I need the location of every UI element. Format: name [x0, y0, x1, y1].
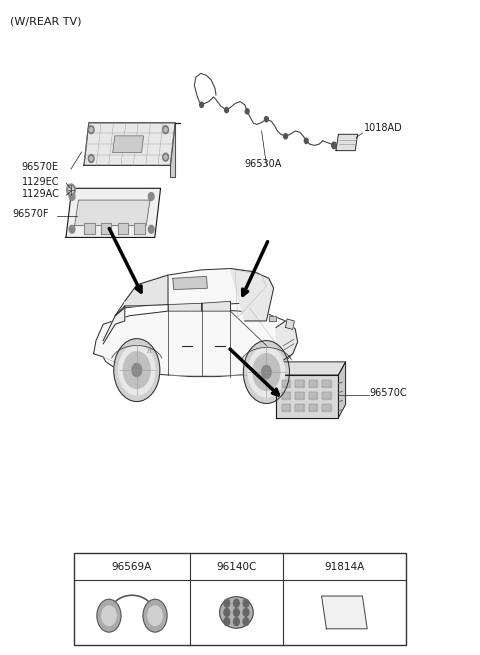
- Text: H: H: [146, 348, 151, 354]
- Circle shape: [67, 184, 75, 196]
- Circle shape: [243, 608, 249, 616]
- Circle shape: [163, 153, 168, 161]
- Polygon shape: [84, 223, 95, 234]
- Circle shape: [225, 107, 228, 113]
- Polygon shape: [230, 269, 274, 321]
- Polygon shape: [66, 189, 160, 237]
- Text: 1018AD: 1018AD: [364, 123, 403, 133]
- Circle shape: [243, 341, 289, 403]
- Polygon shape: [338, 362, 346, 418]
- Circle shape: [253, 354, 280, 390]
- Text: 96570F: 96570F: [12, 210, 48, 219]
- Text: 96140C: 96140C: [216, 561, 257, 572]
- Circle shape: [143, 599, 167, 632]
- Polygon shape: [282, 403, 290, 411]
- Bar: [74, 553, 406, 645]
- Text: 96530A: 96530A: [245, 159, 282, 169]
- Circle shape: [163, 126, 168, 134]
- Circle shape: [123, 352, 150, 388]
- Text: 1129AC: 1129AC: [22, 189, 60, 198]
- Circle shape: [148, 193, 154, 200]
- Polygon shape: [309, 392, 317, 399]
- Circle shape: [233, 608, 239, 616]
- Polygon shape: [295, 380, 304, 388]
- Circle shape: [164, 128, 167, 132]
- Circle shape: [148, 606, 162, 626]
- Polygon shape: [84, 123, 175, 165]
- Polygon shape: [113, 136, 144, 152]
- Circle shape: [69, 187, 73, 193]
- Circle shape: [90, 157, 93, 160]
- Polygon shape: [286, 319, 294, 329]
- Polygon shape: [336, 134, 358, 151]
- Circle shape: [88, 155, 94, 162]
- Polygon shape: [118, 223, 128, 234]
- Text: (W/REAR TV): (W/REAR TV): [10, 16, 81, 26]
- Ellipse shape: [219, 597, 253, 628]
- Circle shape: [102, 606, 116, 626]
- Text: 96570E: 96570E: [22, 162, 59, 172]
- Circle shape: [88, 126, 94, 134]
- Circle shape: [148, 225, 154, 233]
- Circle shape: [164, 155, 167, 159]
- Circle shape: [284, 134, 288, 139]
- Text: 96569A: 96569A: [112, 561, 152, 572]
- Polygon shape: [282, 392, 290, 399]
- Polygon shape: [202, 301, 230, 311]
- Circle shape: [119, 345, 155, 395]
- Text: 91814A: 91814A: [324, 561, 364, 572]
- Polygon shape: [322, 596, 367, 629]
- Polygon shape: [103, 306, 125, 344]
- Circle shape: [332, 142, 336, 149]
- Polygon shape: [295, 392, 304, 399]
- Text: 96570C: 96570C: [370, 388, 407, 398]
- Text: 1129EC: 1129EC: [22, 177, 59, 187]
- Polygon shape: [322, 403, 331, 411]
- Circle shape: [90, 128, 93, 132]
- Polygon shape: [322, 380, 331, 388]
- Polygon shape: [269, 316, 276, 321]
- Circle shape: [245, 109, 249, 114]
- Circle shape: [114, 339, 160, 402]
- Polygon shape: [276, 375, 338, 418]
- Polygon shape: [173, 276, 207, 290]
- Polygon shape: [282, 380, 290, 388]
- Circle shape: [69, 193, 75, 200]
- Circle shape: [243, 599, 249, 607]
- Circle shape: [97, 599, 121, 632]
- Polygon shape: [134, 223, 145, 234]
- Circle shape: [233, 599, 239, 607]
- Circle shape: [264, 117, 268, 122]
- Circle shape: [69, 225, 75, 233]
- Circle shape: [233, 618, 239, 626]
- Circle shape: [132, 364, 142, 377]
- Polygon shape: [170, 123, 180, 177]
- Polygon shape: [322, 392, 331, 399]
- Circle shape: [243, 618, 249, 626]
- Polygon shape: [101, 223, 111, 234]
- Circle shape: [262, 365, 271, 379]
- Circle shape: [248, 347, 285, 397]
- Polygon shape: [75, 200, 150, 225]
- Polygon shape: [168, 303, 202, 311]
- Polygon shape: [309, 403, 317, 411]
- Polygon shape: [125, 275, 168, 306]
- Polygon shape: [276, 321, 298, 364]
- Circle shape: [224, 599, 229, 607]
- Circle shape: [304, 138, 308, 143]
- Polygon shape: [295, 403, 304, 411]
- Circle shape: [224, 608, 229, 616]
- Polygon shape: [94, 309, 298, 377]
- Polygon shape: [115, 269, 274, 316]
- Circle shape: [200, 102, 204, 107]
- Circle shape: [224, 618, 229, 626]
- Polygon shape: [309, 380, 317, 388]
- Polygon shape: [276, 362, 346, 375]
